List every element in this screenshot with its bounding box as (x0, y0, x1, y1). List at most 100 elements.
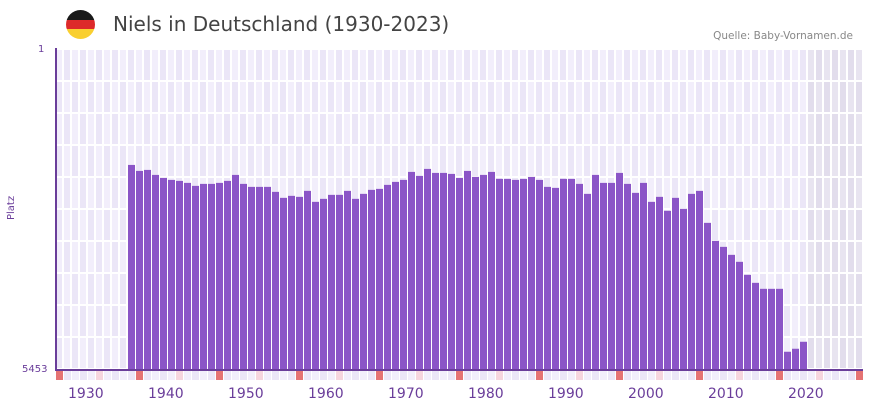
bar-1982 (488, 171, 495, 370)
bar-1999 (624, 183, 631, 370)
bar-1959 (304, 190, 311, 370)
bar-2008 (696, 190, 703, 370)
bar-1969 (384, 184, 391, 370)
x-tick-label: 1960 (308, 386, 344, 402)
bar-1945 (192, 185, 199, 370)
bar-2019 (784, 351, 791, 370)
y-tick-bottom: 5453 (22, 364, 48, 375)
bar-1983 (496, 178, 503, 370)
bar-1956 (280, 197, 287, 370)
bar-1968 (376, 188, 383, 370)
year-markers (56, 371, 863, 380)
bar-2004 (664, 210, 671, 370)
bar-1976 (440, 172, 447, 370)
bar-1944 (184, 182, 191, 370)
bar-2011 (720, 246, 727, 370)
bar-2020 (792, 348, 799, 370)
bar-1986 (520, 178, 527, 370)
bar-1978 (456, 177, 463, 370)
bar-1951 (240, 183, 247, 370)
bar-1994 (584, 193, 591, 370)
x-tick-label: 1940 (148, 386, 184, 402)
bar-1943 (176, 180, 183, 370)
bar-1971 (400, 179, 407, 370)
bar-1987 (528, 176, 535, 370)
bar-1992 (568, 178, 575, 370)
bar-1962 (328, 194, 335, 370)
bar-1988 (536, 179, 543, 370)
bar-1947 (208, 183, 215, 370)
bar-1977 (448, 173, 455, 370)
bar-2002 (648, 201, 655, 370)
bar-1948 (216, 182, 223, 370)
bar-2010 (712, 240, 719, 370)
x-axis-line (55, 369, 863, 371)
bar-1955 (272, 191, 279, 370)
bar-1957 (288, 195, 295, 370)
x-tick-label: 1990 (548, 386, 584, 402)
bar-2005 (672, 197, 679, 370)
bar-1937 (128, 164, 135, 370)
germany-flag-icon (66, 10, 95, 39)
bar-1961 (320, 198, 327, 370)
bar-2017 (768, 288, 775, 370)
bar-2006 (680, 208, 687, 370)
bar-1940 (152, 174, 159, 370)
bar-1974 (424, 168, 431, 370)
bar-1942 (168, 179, 175, 370)
bar-2000 (632, 192, 639, 370)
bar-2001 (640, 182, 647, 370)
bar-1975 (432, 172, 439, 370)
bar-1981 (480, 174, 487, 370)
bar-2013 (736, 261, 743, 370)
bar-1998 (616, 172, 623, 370)
bar-1985 (512, 179, 519, 370)
bar-2018 (776, 288, 783, 370)
bar-1991 (560, 178, 567, 370)
bar-2016 (760, 288, 767, 370)
bar-2014 (744, 274, 751, 370)
x-tick-label: 1950 (228, 386, 264, 402)
bar-1965 (352, 198, 359, 370)
bar-1967 (368, 189, 375, 370)
bar-1939 (144, 169, 151, 370)
bar-2015 (752, 282, 759, 370)
bar-1949 (224, 180, 231, 370)
bar-1954 (264, 186, 271, 370)
bar-1984 (504, 178, 511, 370)
bar-1993 (576, 183, 583, 370)
x-tick-label: 1930 (68, 386, 104, 402)
bar-1938 (136, 170, 143, 370)
bar-chart-plot (56, 50, 862, 370)
bar-1979 (464, 170, 471, 370)
bar-1997 (608, 182, 615, 370)
bar-1952 (248, 186, 255, 370)
x-tick-label: 2010 (708, 386, 744, 402)
bar-1972 (408, 171, 415, 370)
bar-1946 (200, 183, 207, 370)
y-axis-line (55, 48, 57, 371)
bar-1953 (256, 186, 263, 370)
bar-2009 (704, 222, 711, 370)
bar-2003 (656, 196, 663, 370)
x-tick-label: 2000 (628, 386, 664, 402)
y-tick-top: 1 (38, 44, 45, 55)
x-tick-label: 2020 (788, 386, 824, 402)
bar-1963 (336, 194, 343, 370)
bar-1960 (312, 201, 319, 370)
bar-1995 (592, 174, 599, 370)
x-tick-label: 1980 (468, 386, 504, 402)
bar-1964 (344, 190, 351, 370)
bar-1958 (296, 196, 303, 370)
chart-title: Niels in Deutschland (1930-2023) (113, 12, 450, 36)
bar-2021 (800, 341, 807, 370)
bar-1950 (232, 174, 239, 370)
bar-1996 (600, 182, 607, 370)
bar-1966 (360, 193, 367, 370)
bar-1941 (160, 177, 167, 370)
bar-2012 (728, 254, 735, 370)
source-credit: Quelle: Baby-Vornamen.de (713, 30, 853, 42)
x-tick-label: 1970 (388, 386, 424, 402)
y-axis-label: Platz (6, 195, 17, 220)
bar-1990 (552, 187, 559, 370)
